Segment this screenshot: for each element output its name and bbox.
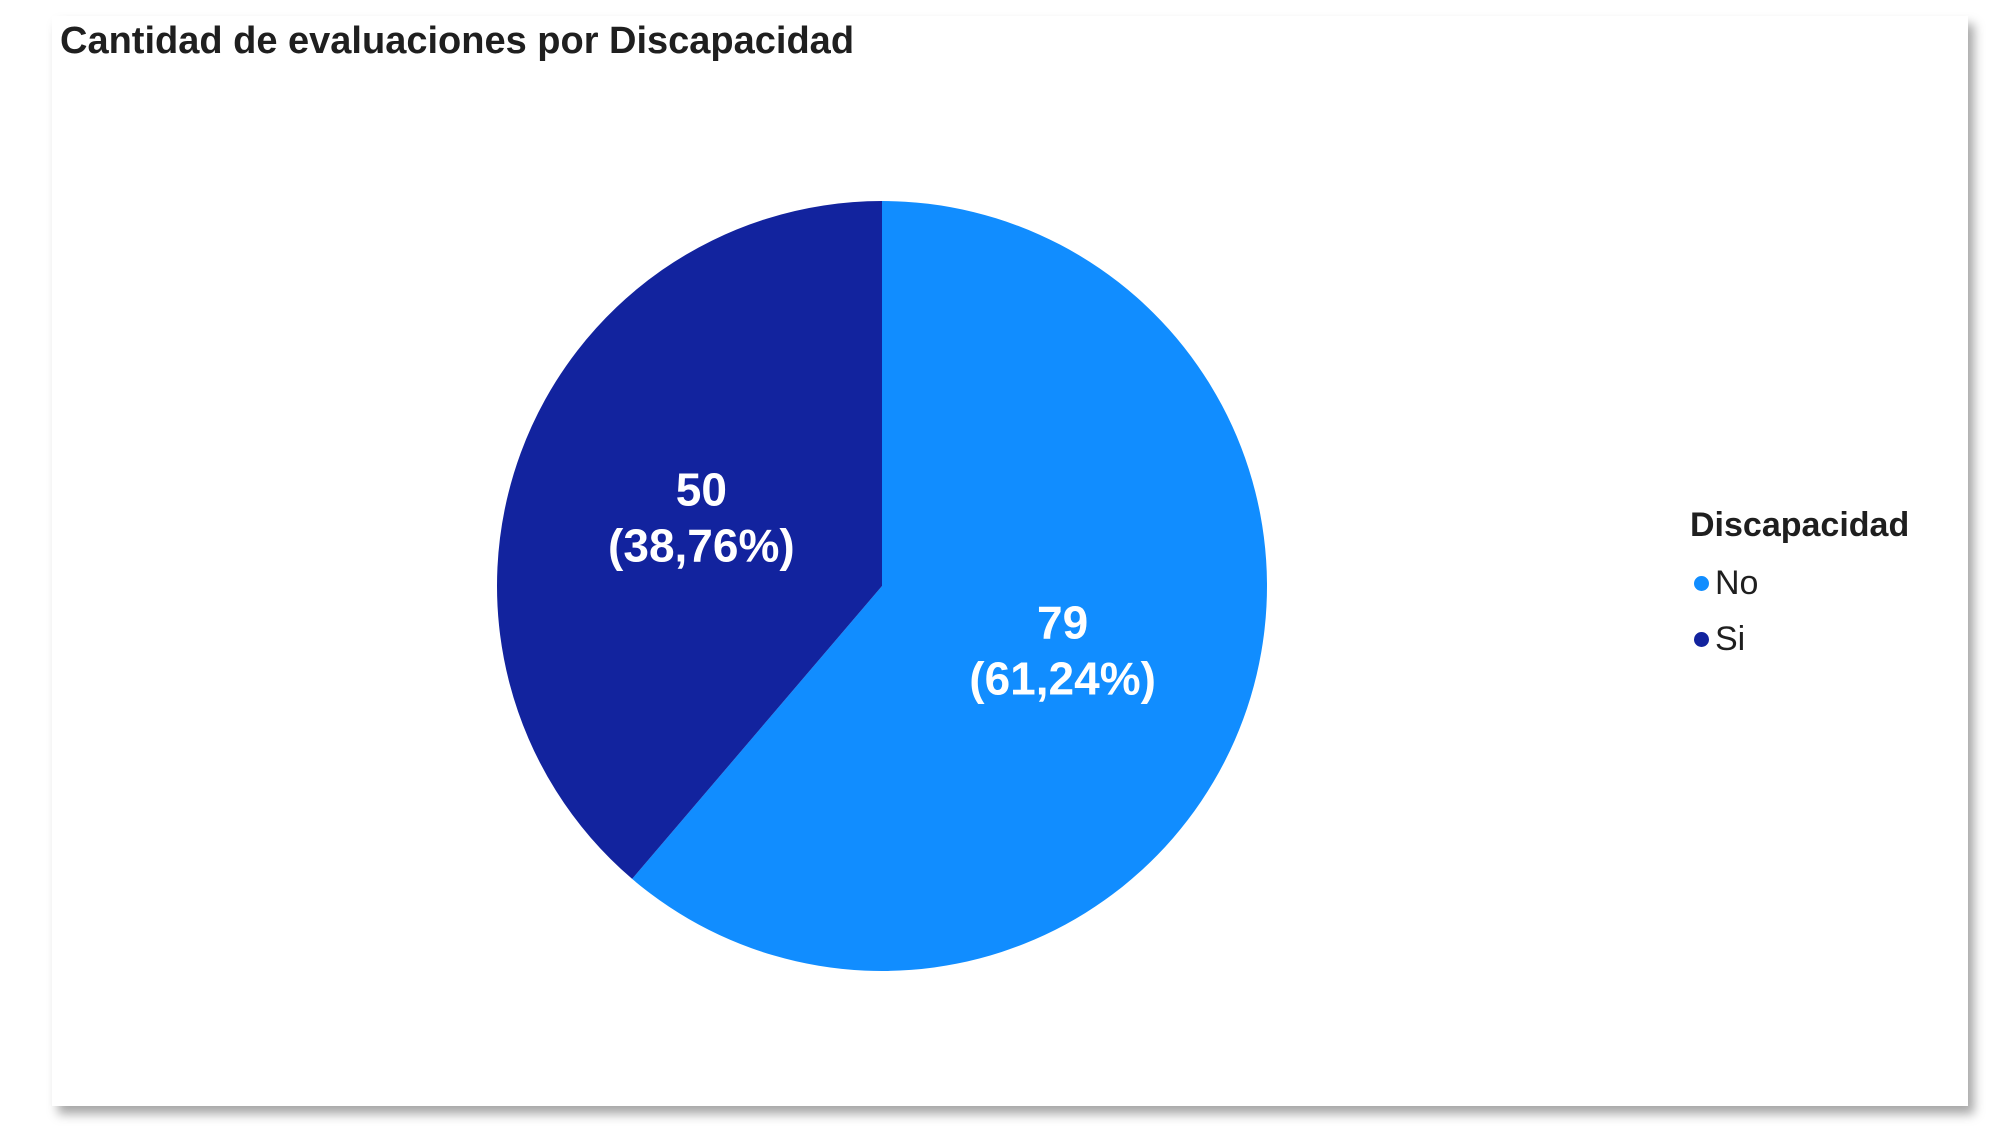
legend-dot-si <box>1694 631 1709 647</box>
legend-dot-no <box>1694 575 1709 591</box>
legend-label-si: Si <box>1715 619 1746 658</box>
legend-label-no: No <box>1715 563 1759 602</box>
chart-title: Cantidad de evaluaciones por Discapacida… <box>60 20 855 62</box>
chart-card: Cantidad de evaluaciones por Discapacida… <box>52 16 1968 1106</box>
data-label-value-si: 50 <box>676 463 727 515</box>
legend-item-si[interactable]: Si <box>1690 611 1909 667</box>
data-label-value-no: 79 <box>1037 597 1088 649</box>
data-label-percent-si: (38,76%) <box>608 519 795 571</box>
legend-item-no[interactable]: No <box>1690 555 1909 611</box>
pie-chart: 79(61,24%) 50(38,76%) <box>497 201 1267 971</box>
legend-title: Discapacidad <box>1690 506 1910 544</box>
pie-slice-si[interactable] <box>497 201 882 879</box>
pie-slice-no[interactable] <box>632 201 1267 971</box>
data-label-percent-no: (61,24%) <box>969 653 1156 705</box>
legend: Discapacidad No Si <box>1690 506 1909 667</box>
